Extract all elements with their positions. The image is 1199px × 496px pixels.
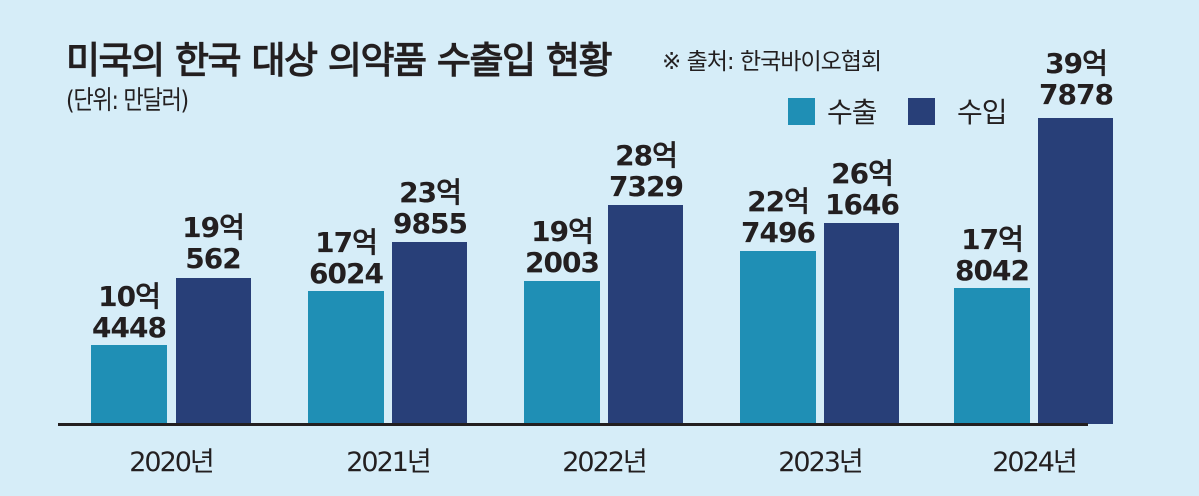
value-label-import-2023: 26억 1646 xyxy=(825,157,900,221)
value-label-export-2023: 22억 7496 xyxy=(741,185,816,249)
x-tick-2023: 2023년 xyxy=(778,447,864,478)
legend-swatch-export xyxy=(788,97,815,125)
chart-title: 미국의 한국 대상 의약품 수출입 현황 xyxy=(66,39,613,82)
bar-export-2022 xyxy=(524,281,600,424)
source-note: ※ 출처: 한국바이오협회 xyxy=(662,49,882,75)
value-label-import-2022: 28억 7329 xyxy=(609,139,684,203)
legend-swatch-import xyxy=(908,97,935,125)
bar-export-2020 xyxy=(91,345,167,424)
legend-export: 수출 xyxy=(788,91,878,131)
bar-import-2021 xyxy=(392,242,467,424)
value-label-import-2020: 19억 562 xyxy=(182,211,245,275)
x-axis-line xyxy=(58,423,1088,426)
bar-import-2020 xyxy=(176,278,251,424)
bar-import-2023 xyxy=(824,223,899,424)
value-label-import-2024: 39억 7878 xyxy=(1039,47,1114,111)
legend-label-export: 수출 xyxy=(827,96,878,129)
bar-export-2021 xyxy=(308,291,384,424)
bar-import-2024 xyxy=(1038,118,1113,424)
x-tick-2024: 2024년 xyxy=(992,447,1078,478)
bar-import-2022 xyxy=(608,205,683,424)
legend-label-import: 수입 xyxy=(957,96,1008,129)
value-label-export-2021: 17억 6024 xyxy=(309,226,384,290)
legend-import: 수입 xyxy=(908,91,1008,131)
x-tick-2020: 2020년 xyxy=(129,447,215,478)
bar-export-2024 xyxy=(954,288,1030,424)
x-tick-2022: 2022년 xyxy=(562,447,648,478)
value-label-import-2021: 23억 9855 xyxy=(393,176,468,240)
x-tick-2021: 2021년 xyxy=(346,447,432,478)
value-label-export-2024: 17억 8042 xyxy=(955,223,1030,287)
value-label-export-2020: 10억 4448 xyxy=(92,280,167,344)
value-label-export-2022: 19억 2003 xyxy=(525,215,600,279)
bar-export-2023 xyxy=(740,251,816,424)
unit-label: (단위: 만달러) xyxy=(66,86,189,116)
